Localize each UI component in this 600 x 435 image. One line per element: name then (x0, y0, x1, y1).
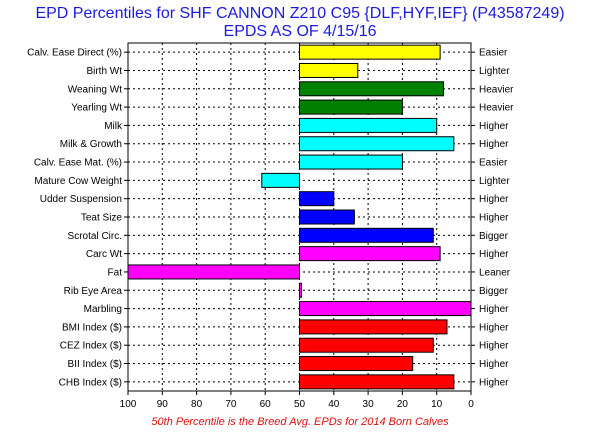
category-label: Milk (104, 121, 123, 132)
bar (299, 209, 355, 225)
direction-label: Higher (479, 304, 509, 315)
direction-label: Easier (479, 48, 508, 59)
bar (299, 319, 448, 335)
bar (299, 227, 434, 243)
x-tick-label: 60 (260, 399, 272, 410)
category-label: BII Index ($) (68, 359, 122, 370)
category-label: Marbling (84, 304, 122, 315)
category-label: Calv. Ease Mat. (%) (34, 158, 122, 169)
chart-subtitle: EPDS AS OF 4/15/16 (223, 23, 377, 40)
footnote: 50th Percentile is the Breed Avg. EPDs f… (151, 416, 449, 428)
direction-label: Easier (479, 158, 508, 169)
category-label: Udder Suspension (40, 194, 122, 205)
category-label: Scrotal Circ. (68, 231, 122, 242)
category-label: BMI Index ($) (62, 322, 122, 333)
category-label: Calv. Ease Direct (%) (27, 48, 122, 59)
category-label: Rib Eye Area (64, 286, 123, 297)
direction-label: Higher (479, 377, 509, 388)
category-label: CHB Index ($) (59, 377, 122, 388)
x-tick-labels: 100 90 80 70 60 50 40 30 20 10 0 (120, 391, 474, 410)
category-label: Teat Size (81, 213, 123, 224)
bar (299, 337, 434, 353)
direction-label: Higher (479, 121, 509, 132)
x-tick-label: 40 (328, 399, 340, 410)
bar (299, 81, 445, 97)
bar (299, 62, 359, 78)
direction-label: Higher (479, 139, 509, 150)
bar (299, 154, 403, 170)
bar (299, 282, 302, 298)
x-tick-label: 80 (191, 399, 203, 410)
x-tick-label: 90 (157, 399, 169, 410)
direction-label: Higher (479, 322, 509, 333)
bar (299, 356, 414, 372)
category-label: Yearling Wt (71, 103, 122, 114)
direction-label: Bigger (479, 286, 509, 297)
x-tick-label: 20 (397, 399, 409, 410)
direction-label: Heavier (479, 103, 514, 114)
direction-label: Higher (479, 194, 509, 205)
category-label: Weaning Wt (68, 84, 123, 95)
x-tick-label: 0 (468, 399, 474, 410)
x-tick-label: 70 (225, 399, 237, 410)
direction-label: Higher (479, 213, 509, 224)
bars (127, 44, 472, 390)
category-labels: Calv. Ease Direct (%) Birth Wt Weaning Wt Y… (27, 48, 128, 388)
x-tick-label: 100 (120, 399, 137, 410)
category-label: Mature Cow Weight (34, 176, 122, 187)
bar (299, 246, 441, 262)
direction-label: Lighter (479, 176, 510, 187)
direction-label: Lighter (479, 66, 510, 77)
bar (299, 136, 455, 152)
category-label: CEZ Index ($) (60, 341, 122, 352)
direction-label: Bigger (479, 231, 509, 242)
bar (299, 99, 403, 115)
bar (299, 191, 335, 207)
direction-label: Higher (479, 249, 509, 260)
category-label: Carc Wt (86, 249, 122, 260)
bar (299, 301, 472, 317)
x-tick-label: 50 (294, 399, 306, 410)
direction-label: Higher (479, 359, 509, 370)
bar (261, 172, 300, 188)
bar (299, 374, 455, 390)
x-tick-label: 30 (363, 399, 375, 410)
bar (299, 117, 438, 133)
category-label: Fat (108, 267, 123, 278)
category-label: Birth Wt (86, 66, 122, 77)
direction-label: Heavier (479, 84, 514, 95)
x-tick-label: 10 (431, 399, 443, 410)
direction-label: Leaner (479, 267, 511, 278)
direction-label: Higher (479, 341, 509, 352)
bar (299, 44, 441, 60)
direction-labels: Easier Lighter Heavier Heavier Higher Higher E… (471, 48, 514, 388)
category-label: Milk & Growth (60, 139, 122, 150)
bar (127, 264, 300, 280)
chart-title: EPD Percentiles for SHF CANNON Z210 C95 … (35, 5, 565, 22)
